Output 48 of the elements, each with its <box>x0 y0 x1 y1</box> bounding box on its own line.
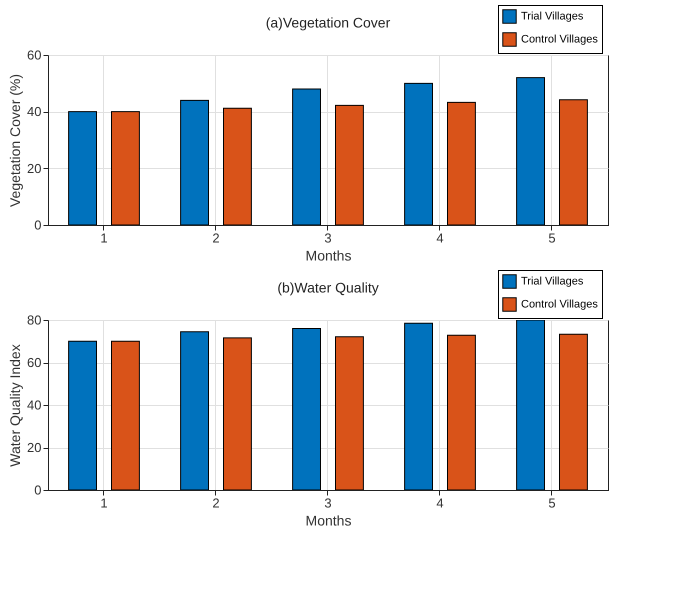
x-tick-label: 3 <box>324 496 332 510</box>
legend-label: Trial Villages <box>521 276 584 288</box>
x-tick-label: 5 <box>548 230 556 246</box>
x-tick-label: 3 <box>324 230 332 246</box>
bar <box>335 336 364 490</box>
bar <box>447 334 476 490</box>
bar <box>447 102 476 225</box>
y-tick-label: 0 <box>34 482 42 498</box>
y-tick-label: 40 <box>27 398 42 412</box>
bar <box>68 111 97 225</box>
x-tick-label: 4 <box>436 496 444 510</box>
y-tick-label: 40 <box>27 104 42 120</box>
bar <box>559 99 588 225</box>
chart-title: (a)Vegetation Cover <box>266 14 391 30</box>
x-axis-title: Months <box>306 512 352 528</box>
y-tick-label: 60 <box>27 48 42 62</box>
bar <box>404 82 433 225</box>
chart-title: (b)Water Quality <box>277 280 379 296</box>
bar <box>223 337 252 490</box>
x-tick-label: 2 <box>212 230 220 246</box>
bar <box>111 111 140 225</box>
legend-label: Trial Villages <box>521 10 584 22</box>
legend-label: Control Villages <box>521 34 598 46</box>
bar <box>111 340 140 490</box>
y-tick-label: 0 <box>34 218 42 232</box>
x-tick-label: 1 <box>100 496 108 510</box>
y-tick-label: 60 <box>27 355 42 370</box>
bar <box>292 88 321 225</box>
bar <box>180 100 209 225</box>
x-tick-label: 1 <box>100 230 108 246</box>
y-tick-label: 20 <box>27 440 42 455</box>
bar <box>223 108 252 225</box>
y-tick-label: 20 <box>27 160 42 176</box>
bar <box>559 334 588 490</box>
bar <box>404 322 433 490</box>
bar <box>180 331 209 490</box>
bar <box>68 340 97 490</box>
bar <box>516 77 545 225</box>
y-axis-title: Vegetation Cover (%) <box>7 74 24 208</box>
bar <box>335 104 364 225</box>
bar <box>292 328 321 490</box>
y-tick-label: 80 <box>27 312 42 328</box>
x-axis-title: Months <box>306 248 352 264</box>
legend-label: Control Villages <box>521 298 598 310</box>
x-tick-label: 2 <box>212 496 220 510</box>
x-tick-label: 4 <box>436 230 444 246</box>
y-axis-title: Water Quality Index <box>7 344 24 467</box>
x-tick-label: 5 <box>548 496 556 510</box>
